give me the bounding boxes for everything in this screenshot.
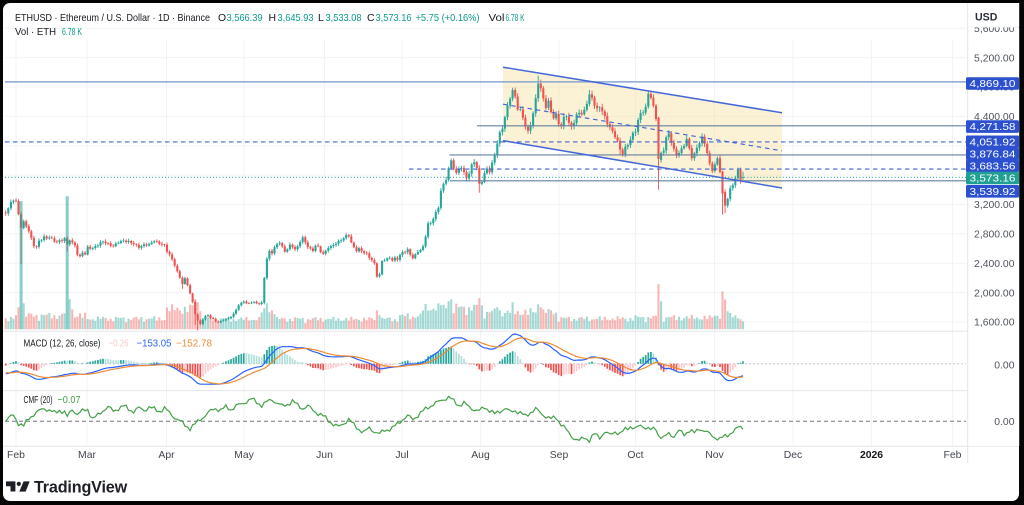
svg-text:4,271.58: 4,271.58 bbox=[970, 122, 1016, 133]
svg-text:L: L bbox=[318, 13, 324, 24]
svg-text:Sep: Sep bbox=[550, 450, 569, 461]
svg-text:−152.78: −152.78 bbox=[176, 338, 212, 349]
svg-text:CMF (20): CMF (20) bbox=[24, 395, 53, 406]
svg-text:Nov: Nov bbox=[705, 450, 724, 461]
svg-text:Mar: Mar bbox=[78, 450, 96, 461]
svg-text:Dec: Dec bbox=[784, 450, 802, 461]
svg-text:MACD (12, 26, close): MACD (12, 26, close) bbox=[24, 338, 101, 349]
svg-text:+5.75 (+0.16%): +5.75 (+0.16%) bbox=[416, 13, 480, 24]
svg-text:4,051.92: 4,051.92 bbox=[970, 137, 1016, 148]
svg-text:0.00: 0.00 bbox=[994, 417, 1014, 428]
svg-text:Aug: Aug bbox=[471, 450, 490, 461]
svg-text:H: H bbox=[269, 13, 277, 24]
svg-text:ETHUSD · Ethereum / U.S. Dolla: ETHUSD · Ethereum / U.S. Dollar · 1D · B… bbox=[15, 13, 210, 24]
svg-text:Jun: Jun bbox=[316, 450, 333, 461]
svg-text:Apr: Apr bbox=[158, 450, 175, 461]
svg-text:3,645.93: 3,645.93 bbox=[278, 13, 314, 24]
svg-text:2,800.00: 2,800.00 bbox=[974, 230, 1015, 241]
svg-text:USD: USD bbox=[975, 12, 998, 24]
svg-text:3,533.08: 3,533.08 bbox=[326, 13, 362, 24]
svg-text:O: O bbox=[218, 13, 226, 24]
svg-text:5,600.00: 5,600.00 bbox=[974, 24, 1015, 35]
svg-text:C: C bbox=[367, 13, 375, 24]
svg-text:−153.05: −153.05 bbox=[137, 338, 172, 349]
svg-text:3,683.56: 3,683.56 bbox=[970, 162, 1016, 173]
svg-text:2,000.00: 2,000.00 bbox=[974, 288, 1015, 299]
svg-text:May: May bbox=[234, 450, 254, 461]
svg-text:4,400.00: 4,400.00 bbox=[974, 112, 1015, 123]
svg-text:4,869.10: 4,869.10 bbox=[970, 79, 1016, 90]
svg-text:2026: 2026 bbox=[860, 450, 883, 461]
svg-text:Feb: Feb bbox=[944, 450, 962, 461]
svg-text:Jul: Jul bbox=[395, 450, 408, 461]
svg-text:1,600.00: 1,600.00 bbox=[974, 318, 1015, 329]
svg-text:3,876.84: 3,876.84 bbox=[970, 150, 1016, 161]
svg-text:3,566.39: 3,566.39 bbox=[227, 13, 263, 24]
svg-text:Vol: Vol bbox=[489, 13, 505, 24]
svg-text:3,200.00: 3,200.00 bbox=[974, 200, 1015, 211]
svg-text:Feb: Feb bbox=[7, 450, 25, 461]
svg-text:3,573.16: 3,573.16 bbox=[376, 13, 412, 24]
svg-text:6.78 K: 6.78 K bbox=[62, 27, 82, 38]
svg-text:6.78 K: 6.78 K bbox=[506, 13, 525, 24]
svg-text:3,539.92: 3,539.92 bbox=[970, 187, 1016, 198]
svg-text:Oct: Oct bbox=[627, 450, 643, 461]
svg-text:−0.26: −0.26 bbox=[109, 338, 129, 349]
svg-text:TradingView: TradingView bbox=[34, 477, 128, 496]
svg-text:5,200.00: 5,200.00 bbox=[974, 53, 1015, 64]
svg-text:Vol · ETH: Vol · ETH bbox=[15, 27, 56, 38]
svg-text:3,573.16: 3,573.16 bbox=[970, 174, 1016, 185]
svg-text:−0.07: −0.07 bbox=[58, 395, 81, 406]
svg-text:2,400.00: 2,400.00 bbox=[974, 259, 1015, 270]
svg-text:0.00: 0.00 bbox=[994, 361, 1014, 372]
